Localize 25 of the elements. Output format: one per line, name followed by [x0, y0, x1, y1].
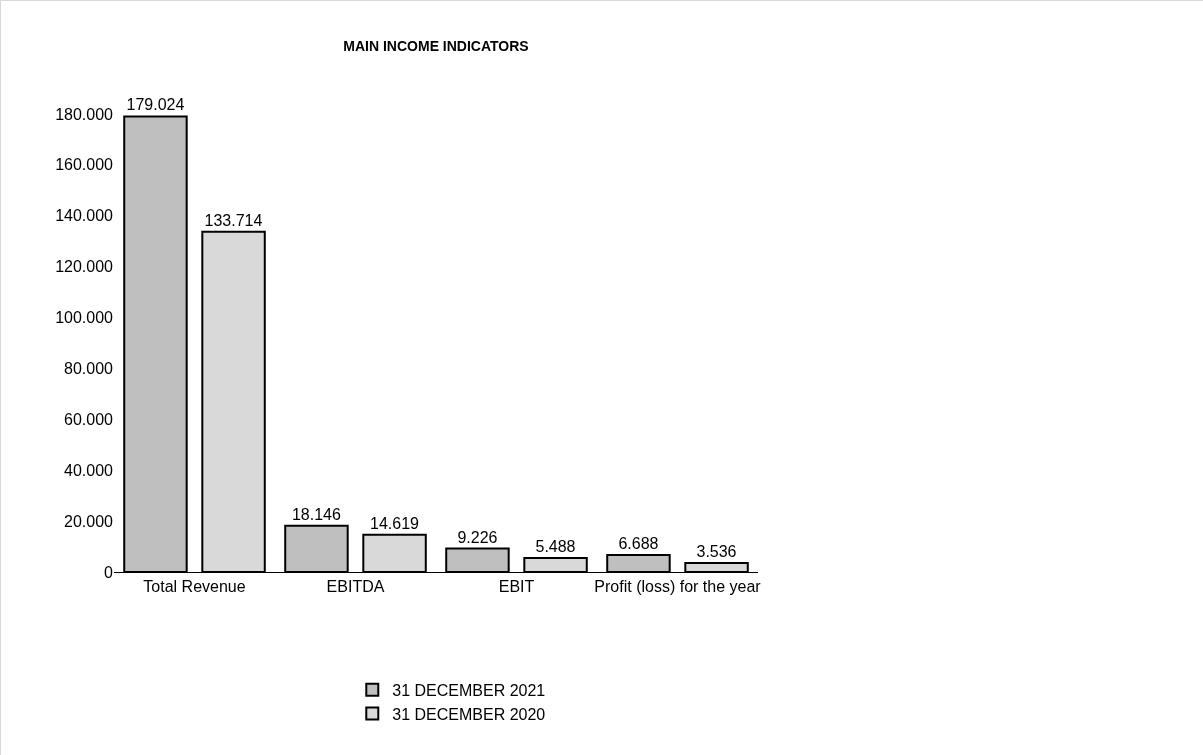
y-tick-label: 80.000: [64, 360, 114, 378]
data-label: 3.536: [696, 543, 737, 560]
data-label: 133.714: [204, 211, 263, 229]
data-label: 179.024: [126, 96, 185, 114]
data-label: 6.688: [618, 534, 659, 552]
chart-title: MAIN INCOME INDICATORS: [343, 38, 529, 55]
data-label: 5.488: [535, 538, 576, 556]
x-tick-label: Profit (loss) for the year: [594, 578, 762, 596]
x-tick-label: EBITDA: [326, 578, 385, 596]
legend-label: 31 DECEMBER 2021: [392, 681, 546, 699]
data-label: 18.146: [291, 505, 341, 523]
y-tick-label: 40.000: [64, 461, 114, 479]
y-tick-label: 180.000: [55, 105, 114, 123]
x-tick-label: Total Revenue: [143, 578, 246, 596]
y-tick-label: 0: [104, 563, 114, 581]
y-tick-label: 160.000: [55, 156, 114, 174]
data-label: 14.619: [370, 514, 420, 532]
x-tick-label: EBIT: [498, 578, 535, 596]
legend-label: 31 DECEMBER 2020: [392, 705, 546, 723]
y-tick-label: 20.000: [64, 512, 114, 530]
data-label: 9.226: [457, 528, 498, 546]
y-tick-label: 60.000: [64, 410, 114, 428]
y-tick-label: 100.000: [55, 309, 114, 327]
y-tick-label: 120.000: [55, 258, 114, 276]
y-tick-label: 140.000: [55, 207, 114, 225]
